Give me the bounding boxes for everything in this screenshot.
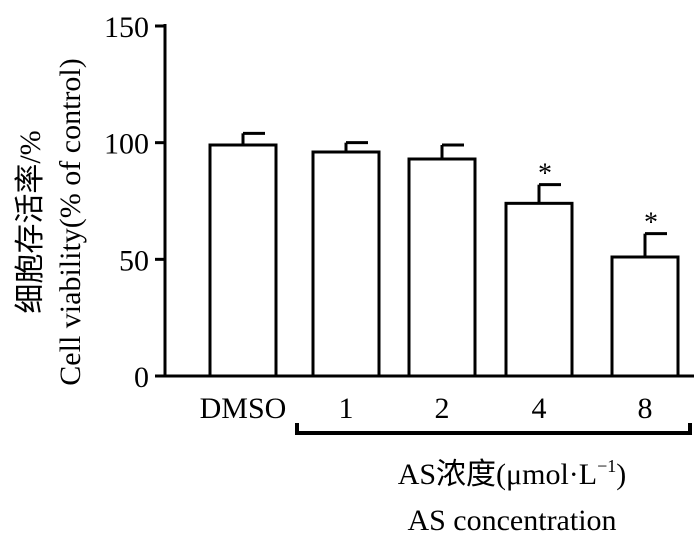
y-axis-label-english: Cell viability(% of control) — [54, 58, 87, 385]
x-tick-label: 2 — [435, 392, 450, 425]
bar — [208, 143, 278, 378]
x-tick-label: 4 — [532, 392, 547, 425]
bars: ** — [208, 131, 680, 378]
x-axis-label-chinese: AS浓度(μmol·L−1) — [398, 456, 627, 491]
x-tick-label: DMSO — [200, 392, 287, 425]
x-axis-label: AS浓度(μmol·L−1) AS concentration — [398, 456, 627, 537]
x-tick-label: 1 — [339, 392, 354, 425]
x-tick-labels: DMSO 1 2 4 8 — [200, 392, 653, 425]
bar — [407, 157, 477, 378]
y-tick-label: 100 — [104, 128, 149, 161]
bar — [504, 201, 574, 378]
bar — [311, 150, 381, 378]
y-tick-labels: 0 50 100 150 — [104, 11, 165, 394]
bar — [610, 255, 680, 378]
significance-marker: * — [644, 208, 658, 239]
y-tick-label: 150 — [104, 11, 149, 44]
group-bracket — [295, 423, 692, 435]
significance-marker: * — [538, 159, 552, 190]
x-axis-label-english: AS concentration — [407, 504, 616, 537]
y-tick-label: 50 — [119, 244, 149, 277]
y-axis-label-chinese: 细胞存活率/% — [14, 130, 47, 313]
y-tick-label: 0 — [134, 361, 149, 394]
y-axis-label: 细胞存活率/% Cell viability(% of control) — [14, 58, 87, 385]
x-tick-label: 8 — [638, 392, 653, 425]
